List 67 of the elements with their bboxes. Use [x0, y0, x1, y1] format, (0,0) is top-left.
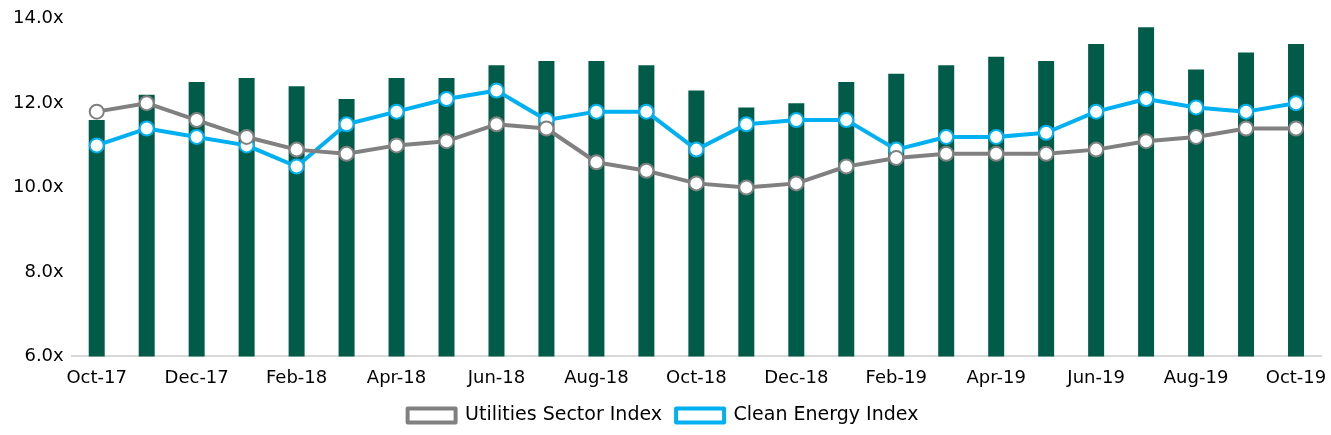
point [788, 175, 805, 192]
point [138, 120, 155, 137]
point [788, 112, 805, 129]
point [538, 120, 555, 137]
legend-label: Utilities Sector Index [465, 402, 663, 425]
point [1238, 120, 1255, 137]
x-tick-label: Apr-19 [966, 365, 1026, 387]
point [338, 145, 355, 162]
point [1288, 120, 1305, 137]
point [88, 103, 105, 120]
x-tick-label: Jun-19 [1066, 365, 1125, 387]
point [738, 179, 755, 196]
point [838, 112, 855, 129]
point [688, 175, 705, 192]
point [188, 128, 205, 145]
x-tick-label: Feb-18 [265, 365, 328, 387]
point [288, 141, 305, 158]
point [1038, 124, 1055, 141]
point [488, 82, 505, 99]
point [988, 128, 1005, 145]
point [438, 133, 455, 150]
point [638, 103, 655, 120]
point [1288, 95, 1305, 112]
point [1088, 103, 1105, 120]
legend-label: Clean Energy Index [733, 402, 919, 425]
x-tick-label: Dec-18 [764, 365, 829, 387]
point [1188, 99, 1205, 116]
point [488, 116, 505, 133]
point [1238, 103, 1255, 120]
point [838, 158, 855, 175]
point [938, 128, 955, 145]
x-tick-label: Aug-19 [1163, 365, 1229, 387]
x-tick-label: Feb-19 [865, 365, 927, 387]
y-tick-label: 12.0x [13, 90, 65, 112]
y-tick-label: 14.0x [13, 6, 65, 28]
point [1188, 128, 1205, 145]
point [1138, 90, 1155, 107]
x-tick-label: Dec-17 [164, 365, 229, 387]
x-tick-label: Aug-18 [564, 365, 629, 387]
point [338, 116, 355, 133]
x-tick-label: Jun-18 [466, 365, 526, 387]
point [388, 137, 405, 154]
point [188, 112, 205, 129]
x-tick-label: Apr-18 [366, 365, 427, 387]
point [688, 141, 705, 158]
point [288, 158, 305, 175]
point [1038, 145, 1055, 162]
point [1138, 133, 1155, 150]
y-tick-label: 10.0x [13, 175, 65, 197]
point [1088, 141, 1105, 158]
point [388, 103, 405, 120]
point [888, 150, 905, 167]
x-tick-label: Oct-17 [66, 365, 127, 387]
point [738, 116, 755, 133]
point [238, 128, 255, 145]
y-tick-label: 6.0x [24, 344, 65, 366]
x-tick-label: Oct-18 [666, 365, 727, 387]
point [988, 145, 1005, 162]
x-tick-label: Oct-19 [1265, 365, 1327, 387]
point [138, 95, 155, 112]
point [588, 154, 605, 171]
point [88, 137, 105, 154]
point [638, 162, 655, 179]
point [438, 90, 455, 107]
y-tick-label: 8.0x [24, 259, 65, 281]
point [588, 103, 605, 120]
point [938, 145, 955, 162]
